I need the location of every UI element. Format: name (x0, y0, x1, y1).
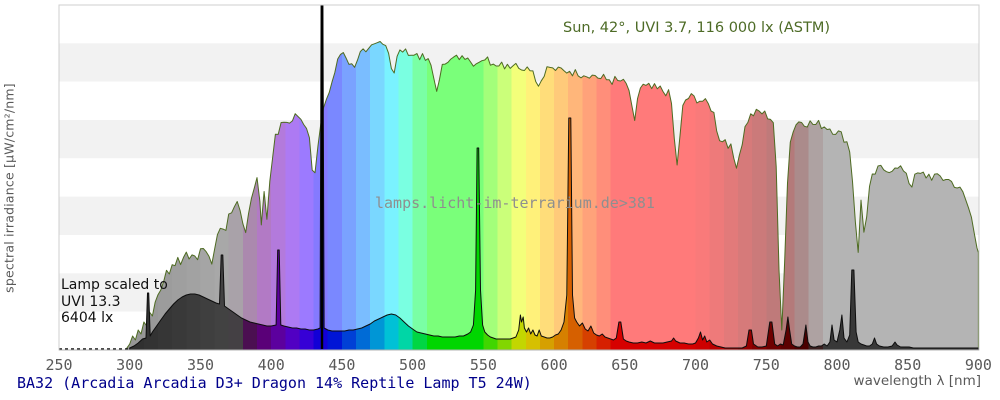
x-tick-label-300: 300 (116, 356, 144, 374)
x-tick-label-650: 650 (611, 356, 639, 374)
lamp-scale-line-1: Lamp scaled to (61, 277, 168, 293)
sun-spectrum-area (125, 41, 979, 350)
x-tick-label-350: 350 (186, 356, 215, 374)
watermark: lamps.licht-im-terrarium.de>381 (375, 194, 655, 212)
lamp-spectrum-area (129, 5, 979, 350)
x-tick-label-500: 500 (399, 356, 427, 374)
x-axis-label: wavelength λ [nm] (853, 373, 981, 389)
sun-annotation: Sun, 42°, UVI 3.7, 116 000 lx (ASTM) (563, 20, 831, 36)
x-tick-label-900: 900 (964, 356, 992, 374)
x-tick-label-600: 600 (540, 356, 568, 374)
x-tick-label-550: 550 (469, 356, 497, 374)
x-tick-label-250: 250 (45, 356, 73, 374)
x-tick-label-750: 750 (752, 356, 780, 374)
lamp-scale-line-3: 6404 lx (61, 310, 114, 326)
y-axis-label: spectral irradiance [µW/cm²/nm] (1, 83, 17, 293)
x-tick-label-450: 450 (328, 356, 356, 374)
x-tick-label-700: 700 (681, 356, 710, 374)
x-tick-label-850: 850 (894, 356, 922, 374)
x-tick-label-400: 400 (257, 356, 285, 374)
lamp-caption: BA32 (Arcadia Arcadia D3+ Dragon 14% Rep… (17, 374, 532, 392)
x-tick-label-800: 800 (823, 356, 851, 374)
lamp-scale-line-2: UVI 13.3 (61, 293, 121, 310)
lamp-scale-annotation: Lamp scaled to UVI 13.3 6404 lx (61, 277, 168, 327)
